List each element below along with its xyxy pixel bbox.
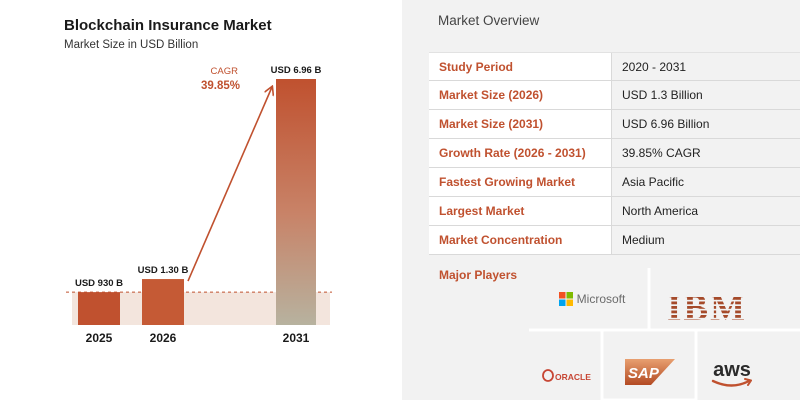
overview-label: Study Period	[429, 53, 612, 80]
oracle-ring-icon	[542, 369, 554, 382]
x-tick-2026: 2026	[150, 331, 177, 345]
overview-table: Study Period 2020 - 2031 Market Size (20…	[429, 52, 800, 255]
bar-2031	[276, 79, 316, 325]
sap-logo-mark: SAP	[625, 359, 675, 385]
overview-label: Market Concentration	[429, 226, 612, 254]
overview-label: Market Size (2026)	[429, 81, 612, 109]
overview-value: Medium	[622, 233, 665, 247]
chart-subtitle: Market Size in USD Billion	[64, 39, 199, 51]
grid-divider	[600, 328, 698, 400]
oracle-logo: ORACLE	[542, 367, 600, 385]
market-overview-panel: Market Overview Study Period 2020 - 2031…	[402, 0, 800, 400]
cagr-value: 39.85%	[201, 80, 240, 92]
growth-arrow	[187, 87, 272, 282]
overview-label: Market Size (2031)	[429, 110, 612, 138]
chart-title: Blockchain Insurance Market	[64, 17, 272, 34]
overview-row-fastest-growing: Fastest Growing Market Asia Pacific	[429, 168, 800, 197]
bar-2026	[142, 279, 184, 325]
aws-arrow-icon	[744, 378, 752, 386]
value-label-2031: USD 6.96 B	[271, 65, 322, 76]
sap-wordmark: SAP	[628, 365, 660, 382]
value-label-2025: USD 930 B	[75, 278, 123, 289]
bar-chart: USD 930 B 2025 USD 1.30 B 2026 USD 6.96 B 203…	[66, 65, 332, 345]
oracle-logo-mark: ORACLE	[542, 369, 591, 382]
aws-wordmark: aws	[713, 359, 751, 381]
aws-logo-mark: aws	[711, 359, 752, 387]
major-players-grid	[529, 268, 800, 400]
overview-value: North America	[622, 204, 699, 218]
overview-value: USD 6.96 Billion	[622, 117, 710, 131]
ibm-logo: IBM	[664, 286, 750, 326]
ibm-wordmark: IBM	[667, 288, 747, 324]
microsoft-logo: Microsoft	[552, 288, 632, 310]
overview-row-concentration: Market Concentration Medium	[429, 226, 800, 255]
aws-smile-icon	[711, 379, 751, 387]
chart-card: Blockchain Insurance Market Market Size …	[64, 17, 332, 345]
overview-row-growth-rate: Growth Rate (2026 - 2031) 39.85% CAGR	[429, 139, 800, 168]
overview-value: USD 1.3 Billion	[622, 88, 703, 102]
overview-label: Largest Market	[429, 197, 612, 225]
microsoft-windows-icon	[558, 292, 573, 306]
bar-2025	[78, 292, 120, 325]
sap-logo: SAP	[623, 359, 677, 385]
overview-value: 39.85% CAGR	[622, 146, 701, 160]
overview-title: Market Overview	[438, 13, 540, 28]
oracle-wordmark: ORACLE	[555, 372, 591, 382]
value-label-2026: USD 1.30 B	[138, 265, 189, 276]
cagr-label: CAGR	[211, 66, 239, 77]
aws-logo: aws	[702, 356, 762, 392]
overview-row-largest-market: Largest Market North America	[429, 197, 800, 226]
overview-value: Asia Pacific	[622, 175, 685, 189]
ibm-logo-mark: IBM	[667, 288, 747, 324]
overview-row-market-size-2031: Market Size (2031) USD 6.96 Billion	[429, 110, 800, 139]
overview-label: Fastest Growing Market	[429, 168, 612, 196]
overview-value: 2020 - 2031	[622, 59, 687, 74]
overview-label: Growth Rate (2026 - 2031)	[429, 139, 612, 167]
x-tick-2031: 2031	[283, 331, 310, 345]
overview-row-market-size-2026: Market Size (2026) USD 1.3 Billion	[429, 81, 800, 110]
overview-row-study-period: Study Period 2020 - 2031	[429, 52, 800, 81]
microsoft-wordmark: Microsoft	[576, 292, 626, 306]
x-tick-2025: 2025	[86, 331, 113, 345]
major-players-title: Major Players	[439, 268, 518, 282]
